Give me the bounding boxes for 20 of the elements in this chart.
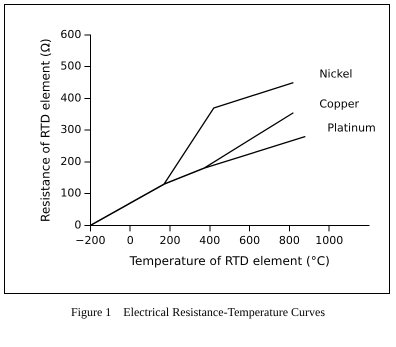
y-tick-label: 600 xyxy=(60,28,82,41)
y-axis-title: Resistance of RTD element (Ω) xyxy=(38,38,52,222)
x-tick-label: −200 xyxy=(75,234,106,247)
text: Platinum xyxy=(327,121,376,134)
y-tick-label: 500 xyxy=(60,60,82,73)
y-tick-label: 200 xyxy=(60,154,82,168)
x-tick-label: 1000 xyxy=(315,234,344,247)
x-tick-label: 800 xyxy=(278,234,300,247)
y-tick-label: 300 xyxy=(60,123,82,136)
y-tick-label: 0 xyxy=(74,218,82,232)
text: Figure 1 Electrical Resistance-Temperature Curves xyxy=(70,305,326,320)
y-tick-label: 100 xyxy=(60,186,82,200)
y-tick-label: 400 xyxy=(60,91,82,104)
text: Copper xyxy=(319,98,360,111)
x-tick-label: 400 xyxy=(199,234,220,247)
x-axis-title: Temperature of RTD element (°C) xyxy=(128,254,330,268)
x-tick-label: 600 xyxy=(239,234,260,247)
x-tick-label: 0 xyxy=(126,234,134,247)
x-tick-label: 200 xyxy=(159,234,180,247)
text: Nickel xyxy=(319,67,352,80)
